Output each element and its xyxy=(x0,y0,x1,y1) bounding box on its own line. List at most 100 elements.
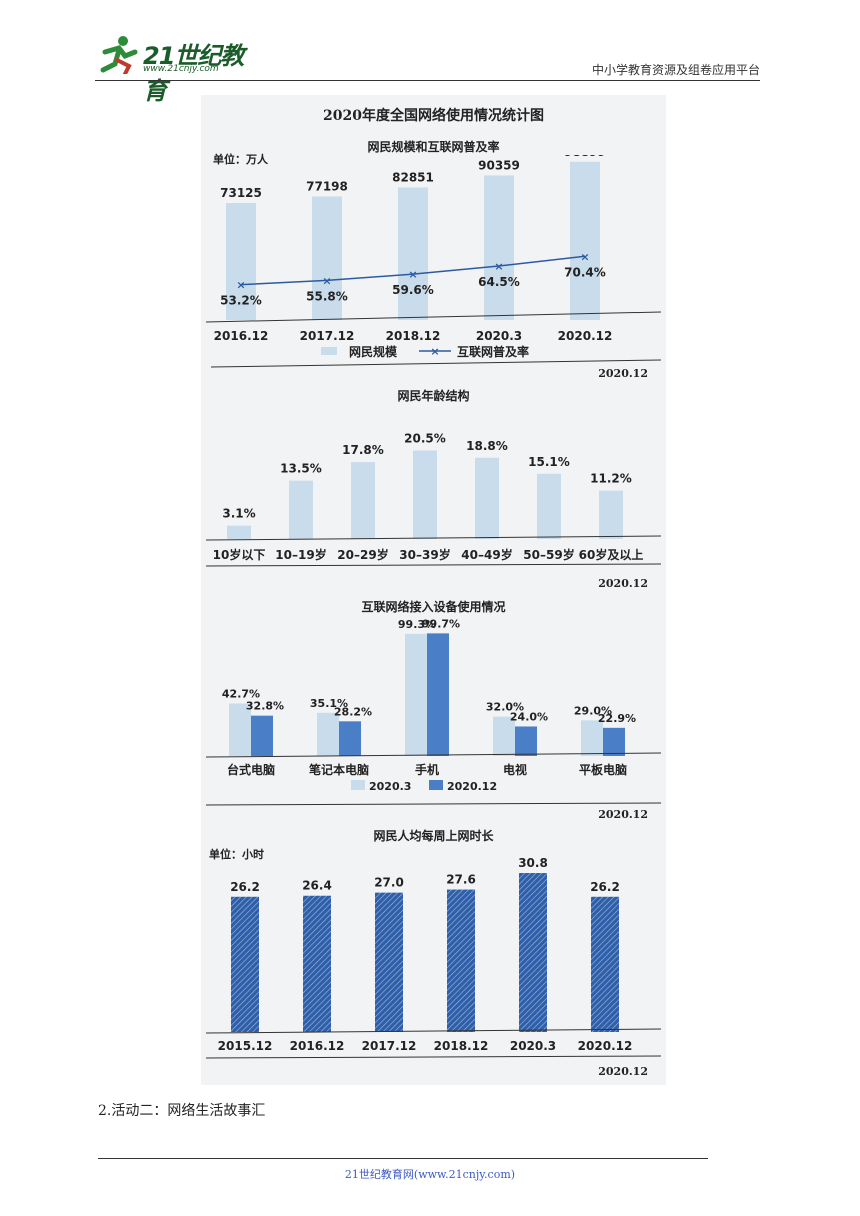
device-bar-2020-3 xyxy=(581,720,603,756)
x-tick-label: 2017.12 xyxy=(300,329,355,343)
chart3-divider xyxy=(205,802,662,806)
chart2-divider xyxy=(205,563,662,567)
rate-value-label: 55.8% xyxy=(306,289,348,303)
device-value-label-2020-12: 24.0% xyxy=(510,710,548,723)
rate-value-label: 53.2% xyxy=(220,294,262,308)
device-value-label-2020-3: 29.0% xyxy=(574,704,612,717)
device-bar-2020-12 xyxy=(515,726,537,756)
logo: 21世纪教育 www.21cnjy.com xyxy=(95,34,265,105)
x-tick-label: 30–39岁 xyxy=(399,547,450,562)
device-value-label-2020-12: 22.9% xyxy=(598,712,636,725)
hours-value-label: 26.2 xyxy=(230,880,260,894)
legend-label-users: 网民规模 xyxy=(349,344,398,359)
age-value-label: 11.2% xyxy=(590,472,632,486)
device-value-label-2020-3: 99.3% xyxy=(398,618,436,631)
x-tick-label: 50–59岁 xyxy=(523,547,574,562)
x-tick-label: 40–49岁 xyxy=(461,547,512,562)
users-value-label: 82851 xyxy=(392,170,434,184)
legend-label-2020-12: 2020.12 xyxy=(447,780,497,793)
x-axis-line xyxy=(205,752,662,758)
x-tick-label: 2016.12 xyxy=(214,329,269,343)
x-axis-line xyxy=(205,535,662,541)
scanned-figure: 2020年度全国网络使用情况统计图 网民规模和互联网普及率 单位：万人 7312… xyxy=(201,95,666,1085)
chart-age-structure: 3.1% 10岁以下 13.5% 10–19岁 17.8% 20–29岁 20.5% 30–3… xyxy=(205,431,662,567)
x-axis-line xyxy=(205,311,662,323)
x-tick-label: 平板电脑 xyxy=(579,762,627,777)
activity-caption: 2.活动二：网络生活故事汇 xyxy=(98,1103,266,1119)
age-bar xyxy=(227,525,251,539)
age-value-label: 20.5% xyxy=(404,431,446,445)
hours-value-label: 26.2 xyxy=(590,880,620,894)
hours-bar xyxy=(231,896,259,1032)
legend-swatch-2020-12 xyxy=(429,780,443,790)
rate-marker: × xyxy=(236,279,245,292)
x-tick-label: 2020.12 xyxy=(578,1039,633,1053)
legend-label-rate: 互联网普及率 xyxy=(457,344,529,359)
x-tick-label: 10岁以下 xyxy=(213,547,266,562)
device-value-label-2020-12: 32.8% xyxy=(246,700,284,713)
x-tick-label: 2018.12 xyxy=(386,329,441,343)
legend-label-2020-3: 2020.3 xyxy=(369,780,411,793)
rate-marker: × xyxy=(580,250,589,263)
legend-swatch-2020-3 xyxy=(351,780,365,790)
hours-value-label: 27.6 xyxy=(446,873,476,887)
device-value-label-2020-12: 28.2% xyxy=(334,705,372,718)
device-bar-2020-12 xyxy=(339,721,361,756)
chart3-title: 互联网络接入设备使用情况 xyxy=(361,600,506,614)
age-bar xyxy=(475,457,499,539)
x-tick-label: 2018.12 xyxy=(434,1039,489,1053)
chart-weekly-hours: 26.2 2015.12 26.4 2016.12 27.0 2017.12 27.6 201… xyxy=(205,857,662,1059)
x-axis-line xyxy=(205,1028,662,1034)
age-value-label: 17.8% xyxy=(342,443,384,457)
chart-internet-users: 73125 2016.12 77198 2017.12 82851 2018.12 9035… xyxy=(205,155,662,368)
rate-marker: × xyxy=(408,268,417,281)
hours-bar xyxy=(519,873,547,1032)
header-platform-text: 中小学教育资源及组卷应用平台 xyxy=(591,63,760,77)
logo-url: www.21cnjy.com xyxy=(143,64,219,74)
hours-bar xyxy=(303,895,331,1032)
x-tick-label: 10–19岁 xyxy=(275,547,326,562)
chart1-title: 网民规模和互联网普及率 xyxy=(367,140,500,154)
device-bar-2020-12 xyxy=(427,633,449,756)
runner-logo-icon xyxy=(100,36,138,76)
footer-link[interactable]: 21世纪教育网(www.21cnjy.com) xyxy=(344,1168,516,1181)
chart-access-devices: 42.7%32.8% 台式电脑 35.1%28.2% 笔记本电脑 99.3%99.7% 手… xyxy=(205,617,662,806)
hours-bar xyxy=(375,892,403,1032)
chart3-date-stamp: 2020.12 xyxy=(598,808,648,821)
hours-bar xyxy=(591,896,619,1032)
rate-value-label: 64.5% xyxy=(478,275,520,289)
chart4-date-stamp: 2020.12 xyxy=(598,1065,648,1078)
x-tick-label: 2020.12 xyxy=(558,329,613,343)
chart4-unit: 单位：小时 xyxy=(209,848,264,861)
hours-bar xyxy=(447,889,475,1032)
users-bar xyxy=(312,196,342,320)
age-value-label: 15.1% xyxy=(528,455,570,469)
device-bar-2020-3 xyxy=(493,716,515,756)
device-value-label-2020-3: 35.1% xyxy=(310,697,348,710)
header-divider xyxy=(95,80,760,81)
legend-marker-rate: × xyxy=(430,345,439,358)
chart1-unit: 单位：万人 xyxy=(213,153,268,166)
age-value-label: 3.1% xyxy=(222,507,255,521)
x-tick-label: 2020.3 xyxy=(510,1039,556,1053)
rate-value-label: 59.6% xyxy=(392,283,434,297)
chart4-divider xyxy=(205,1055,662,1059)
users-bar xyxy=(570,161,600,320)
age-bar xyxy=(351,462,375,539)
age-value-label: 18.8% xyxy=(466,439,508,453)
hours-value-label: 30.8 xyxy=(518,857,548,870)
x-tick-label: 台式电脑 xyxy=(227,762,275,777)
x-tick-label: 2020.3 xyxy=(476,329,522,343)
chart4-title: 网民人均每周上网时长 xyxy=(373,829,494,843)
age-bar xyxy=(289,480,313,539)
device-value-label-2020-3: 42.7% xyxy=(222,687,260,700)
hours-value-label: 27.0 xyxy=(374,876,404,890)
chart1-date-stamp: 2020.12 xyxy=(598,367,648,380)
device-bar-2020-3 xyxy=(405,633,427,756)
age-bar xyxy=(599,490,623,539)
device-bar-2020-12 xyxy=(603,727,625,756)
device-bar-2020-3 xyxy=(317,712,339,756)
rate-marker: × xyxy=(494,260,503,273)
legend-swatch-users xyxy=(321,347,337,355)
x-tick-label: 电视 xyxy=(503,762,527,777)
